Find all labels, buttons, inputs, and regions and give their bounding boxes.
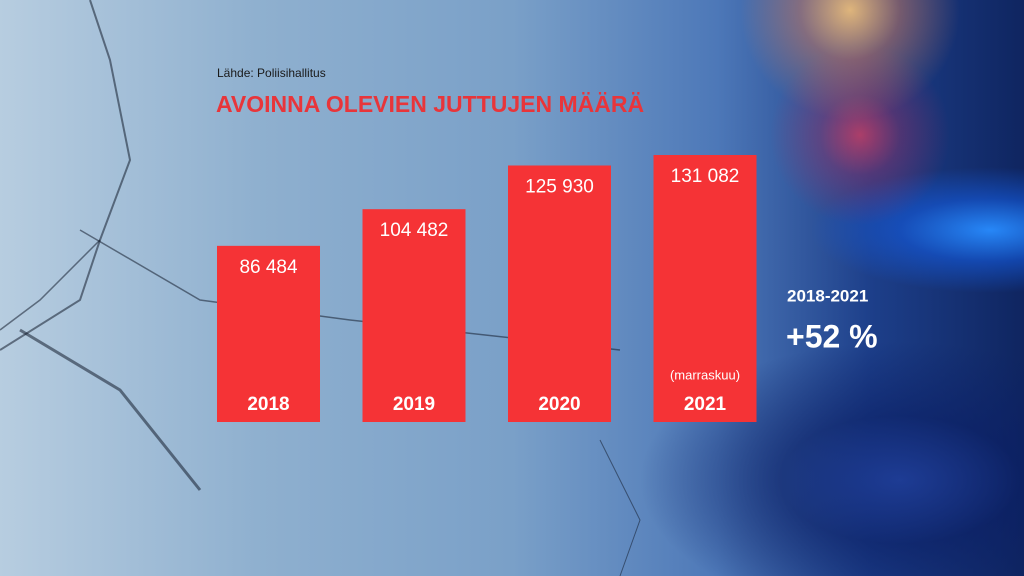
category-label: 2020 [538, 394, 580, 415]
bar [217, 245, 320, 422]
category-label: 2019 [393, 394, 435, 415]
period: 2018-2021 [787, 286, 868, 305]
value-label: 131 082 [671, 166, 740, 187]
bar [362, 209, 466, 422]
category-label: 2018 [247, 394, 289, 415]
bar [508, 165, 611, 422]
change: +52 % [786, 318, 878, 354]
category-label: 2021 [684, 394, 727, 415]
source: Lähde: Poliisihallitus [217, 66, 326, 80]
chart-title: AVOINNA OLEVIEN JUTTUJEN MÄÄRÄ [216, 91, 644, 117]
category-note: (marraskuu) [670, 367, 740, 382]
value-label: 86 484 [239, 257, 298, 278]
value-label: 104 482 [380, 220, 449, 241]
bar [653, 155, 757, 422]
value-label: 125 930 [525, 177, 594, 198]
